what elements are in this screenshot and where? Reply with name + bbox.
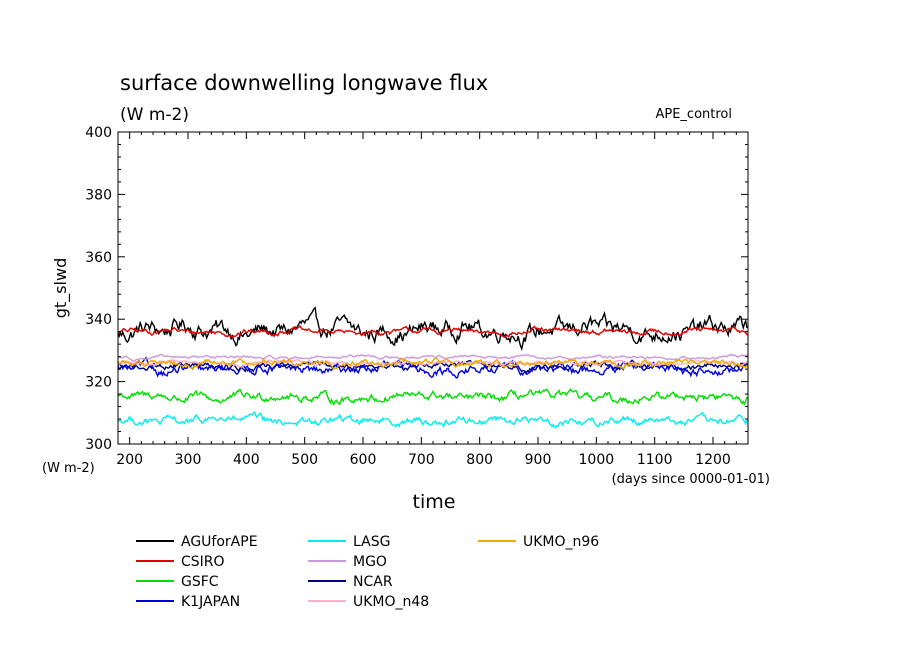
x-axis-units: (days since 0000-01-01) (612, 472, 770, 487)
legend-label: UKMO_n96 (523, 534, 599, 550)
x-tick-label: 800 (466, 452, 493, 468)
series-line-aguforape (117, 306, 749, 352)
series-line-lasg (117, 410, 749, 429)
series-line-ukmo_n48 (117, 358, 749, 368)
y-tick-label: 300 (85, 437, 112, 453)
y-axis-units: (W m-2) (42, 461, 95, 476)
series-line-ukmo_n96 (117, 357, 749, 371)
legend-label: UKMO_n48 (353, 594, 429, 610)
legend-label: AGUforAPE (181, 534, 258, 550)
x-tick-label: 400 (233, 452, 260, 468)
series-layer (117, 306, 749, 429)
x-tick-label: 700 (408, 452, 435, 468)
series-line-mgo (117, 353, 749, 362)
x-tick-label: 200 (116, 452, 143, 468)
x-axis: 200 300 400 500 600 700 800 900 1000 1100 1200 (116, 132, 749, 468)
chart-title: surface downwelling longwave flux (120, 71, 488, 95)
legend-label: K1JAPAN (181, 594, 240, 610)
legend-label: NCAR (353, 574, 393, 590)
x-tick-label: 500 (291, 452, 318, 468)
y-tick-label: 340 (85, 312, 112, 328)
y-tick-label: 400 (85, 125, 112, 141)
legend-label: CSIRO (181, 554, 225, 570)
series-line-gsfc (117, 388, 749, 406)
legend: AGUforAPE CSIRO GSFC K1JAPAN LASG MGO NCAR UKMO… (136, 534, 599, 610)
plot-frame (117, 131, 749, 445)
series-line-ncar (117, 359, 749, 374)
y-tick-label: 360 (85, 250, 112, 266)
y-tick-label: 380 (85, 187, 112, 203)
legend-label: LASG (353, 534, 390, 550)
series-line-csiro (117, 324, 748, 339)
chart-units: (W m-2) (120, 105, 189, 125)
x-tick-label: 600 (350, 452, 377, 468)
x-tick-label: 900 (525, 452, 552, 468)
chart-header: surface downwelling longwave flux (W m-2… (120, 71, 732, 125)
x-tick-label: 1200 (695, 452, 731, 468)
x-tick-label: 1000 (579, 452, 615, 468)
y-tick-label: 320 (85, 375, 112, 391)
legend-label: GSFC (181, 574, 219, 590)
y-axis: 300 320 340 360 380 400 (85, 125, 748, 453)
x-tick-label: 300 (175, 452, 202, 468)
legend-label: MGO (353, 554, 387, 570)
y-axis-label: gt_slwd (51, 258, 71, 318)
x-tick-label: 1100 (637, 452, 673, 468)
experiment-label: APE_control (655, 107, 732, 122)
series-line-k1japan (117, 356, 749, 379)
x-axis-label: time (413, 491, 456, 513)
